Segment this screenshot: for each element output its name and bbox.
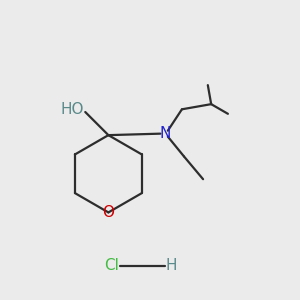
Text: N: N	[159, 126, 170, 141]
Text: O: O	[102, 205, 114, 220]
Text: HO: HO	[60, 101, 84, 116]
Text: H: H	[165, 258, 177, 273]
Text: Cl: Cl	[104, 258, 119, 273]
